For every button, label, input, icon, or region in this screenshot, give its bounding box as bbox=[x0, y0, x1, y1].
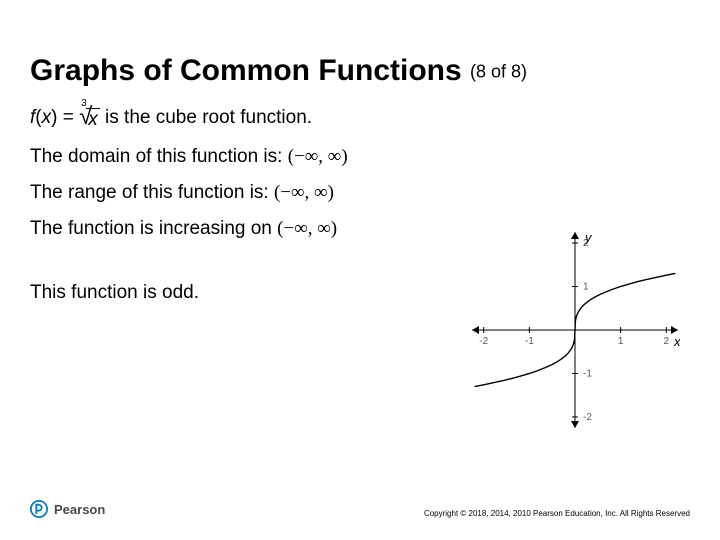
pearson-icon bbox=[30, 500, 48, 518]
eq: = bbox=[57, 107, 79, 128]
cube-root: 3√x bbox=[79, 104, 100, 132]
svg-text:x: x bbox=[673, 334, 680, 349]
svg-text:-1: -1 bbox=[583, 368, 592, 379]
range-interval: (−∞, ∞) bbox=[274, 182, 334, 203]
cube-root-chart: -2-112-2-112xy bbox=[470, 230, 680, 430]
odd-statement: This function is odd. bbox=[30, 282, 199, 304]
slide-title: Graphs of Common Functions (8 of 8) bbox=[30, 54, 527, 88]
copyright-text: Copyright © 2018, 2014, 2010 Pearson Edu… bbox=[424, 509, 690, 518]
domain-label: The domain of this function is: bbox=[30, 146, 282, 167]
pearson-logo: Pearson bbox=[30, 500, 105, 518]
domain-line: The domain of this function is: (−∞, ∞) bbox=[30, 146, 690, 168]
svg-text:-2: -2 bbox=[583, 412, 592, 423]
def-desc: is the cube root function. bbox=[100, 107, 312, 128]
svg-text:-2: -2 bbox=[479, 336, 488, 347]
svg-text:-1: -1 bbox=[525, 336, 534, 347]
function-definition: f(x) = 3√x is the cube root function. bbox=[30, 104, 690, 132]
range-line: The range of this function is: (−∞, ∞) bbox=[30, 182, 690, 204]
f-symbol: f bbox=[30, 107, 35, 128]
incr-b: increasing bbox=[159, 218, 246, 239]
svg-text:y: y bbox=[584, 230, 593, 245]
pearson-text: Pearson bbox=[54, 502, 105, 517]
range-label: The range of this function is: bbox=[30, 182, 269, 203]
svg-text:1: 1 bbox=[618, 336, 624, 347]
slide-counter: (8 of 8) bbox=[470, 62, 527, 82]
incr-c: on bbox=[245, 218, 277, 239]
incr-interval: (−∞, ∞) bbox=[277, 218, 337, 239]
chart-svg: -2-112-2-112xy bbox=[470, 230, 680, 430]
radical-sign: √ bbox=[79, 103, 92, 130]
incr-a: The function is bbox=[30, 218, 159, 239]
svg-text:2: 2 bbox=[664, 336, 670, 347]
f-arg: x bbox=[42, 107, 52, 128]
title-text: Graphs of Common Functions bbox=[30, 54, 462, 87]
domain-interval: (−∞, ∞) bbox=[288, 146, 348, 167]
svg-text:1: 1 bbox=[583, 282, 589, 293]
